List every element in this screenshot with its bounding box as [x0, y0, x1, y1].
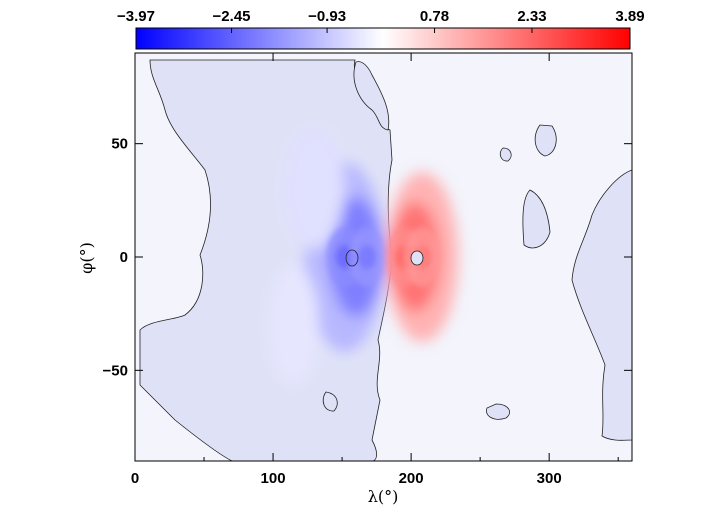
colorbar-tick-label: −3.97: [117, 8, 155, 25]
region-east-blob: [522, 189, 551, 249]
anomaly-halo: [348, 227, 385, 287]
colorbar-gradient: [135, 27, 631, 50]
region-northeast-blob: [534, 124, 557, 157]
colorbar-tick-label: −0.93: [308, 8, 346, 25]
x-tick-label: 100: [261, 470, 286, 487]
region-southeast-blob: [486, 403, 510, 420]
anomaly-blob: [268, 265, 319, 385]
x-tick-label: 300: [537, 470, 562, 487]
colorbar-tick-label: 2.33: [517, 8, 546, 25]
x-axis-ticks: 0 100 200 300: [131, 53, 619, 487]
colorbar-tick-label: 3.89: [615, 8, 644, 25]
y-axis-title: φ(°): [77, 242, 96, 274]
contour-ring-west: [345, 249, 359, 267]
region-northwest-patch: [353, 61, 390, 131]
field-layer: [139, 59, 632, 461]
y-axis-ticks: 50 0 −50: [103, 136, 632, 379]
plot-area: 0 100 200 300 50 0 −50 λ(°) φ(°): [77, 52, 633, 506]
x-axis-title: λ(°): [368, 487, 399, 506]
region-small-blob: [499, 147, 512, 162]
contour-ring-east: [410, 250, 424, 266]
colorbar-ticks: −3.97 −2.45 −0.93 0.78 2.33 3.89: [117, 8, 645, 33]
y-tick-label: 0: [120, 249, 128, 266]
y-tick-label: −50: [103, 362, 128, 379]
colorbar-tick-label: −2.45: [213, 8, 251, 25]
region-east-blue: [571, 169, 632, 441]
x-tick-label: 0: [131, 470, 139, 487]
region-south-blob: [322, 391, 338, 412]
colorbar-tick-label: 0.78: [420, 8, 449, 25]
anomaly-blob: [284, 129, 345, 249]
y-tick-label: 50: [111, 136, 128, 153]
colorbar: −3.97 −2.45 −0.93 0.78 2.33 3.89: [117, 8, 645, 50]
x-tick-label: 200: [399, 470, 424, 487]
